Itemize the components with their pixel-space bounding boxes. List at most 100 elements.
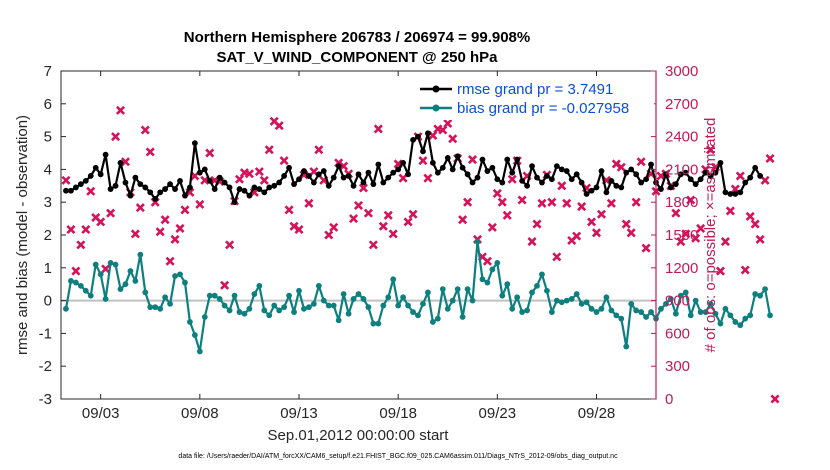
rmse-point [737, 189, 744, 196]
bias-point [434, 315, 441, 322]
bias-point [107, 259, 114, 266]
bias-point [142, 289, 149, 296]
rmse-point [469, 179, 476, 186]
bias-point [727, 312, 734, 319]
bias-point [72, 279, 79, 286]
bias-point [742, 315, 749, 322]
bias-point [315, 282, 322, 289]
rmse-point [72, 184, 79, 191]
obs-marker [220, 280, 230, 290]
rmse-point [152, 196, 159, 202]
rmse-point [588, 187, 595, 194]
bias-point [509, 305, 516, 312]
rmse-point [137, 181, 144, 188]
bias-point [191, 332, 198, 338]
rmse-point [226, 184, 233, 191]
obs-marker [353, 200, 364, 210]
bias-point [256, 282, 263, 289]
rmse-point [127, 192, 134, 199]
rmse-point [722, 189, 729, 196]
obs-marker [200, 175, 210, 185]
bias-point [444, 305, 451, 312]
obs-marker [398, 173, 408, 183]
obs-marker [294, 225, 304, 235]
obs-marker [636, 157, 646, 167]
bias-point [196, 348, 203, 355]
rmse-point [717, 159, 724, 166]
obs-marker [686, 195, 696, 205]
rmse-point [573, 171, 580, 178]
bias-point [206, 292, 213, 299]
bias-point [469, 297, 476, 304]
rmse-point [216, 174, 223, 181]
left-y-tick-label: 1 [44, 260, 52, 277]
rmse-point [405, 171, 411, 178]
bias-point [519, 309, 526, 315]
left-y-tick-label: 6 [44, 96, 52, 113]
rmse-point [558, 166, 565, 173]
rmse-point [429, 159, 436, 166]
rmse-point [167, 181, 173, 188]
obs-marker [304, 198, 314, 208]
bias-point [524, 307, 530, 314]
legend-rmse-marker [432, 85, 440, 93]
left-y-tick-label: 5 [44, 129, 52, 146]
obs-marker [403, 217, 413, 227]
bias-point [598, 305, 605, 312]
right-y-tick-label: 1800 [665, 194, 698, 211]
bias-point [162, 294, 169, 301]
rmse-point [459, 164, 466, 171]
rmse-point [504, 156, 511, 163]
bias-point [286, 292, 292, 299]
bias-point [623, 343, 630, 350]
rmse-point [608, 177, 615, 184]
obs-marker [339, 161, 349, 171]
obs-marker [631, 197, 641, 207]
rmse-point [68, 187, 74, 194]
rmse-point [667, 184, 674, 191]
rmse-point [434, 169, 441, 176]
rmse-point [638, 179, 645, 186]
obs-marker [274, 121, 284, 131]
right-y-tick-label: 600 [665, 325, 690, 342]
x-tick-label: 09/23 [479, 405, 517, 422]
bias-point [747, 312, 754, 319]
bias-point [127, 268, 134, 274]
rmse-point [613, 182, 620, 189]
bias-point [330, 302, 337, 309]
bias-point [182, 279, 188, 286]
bias-point [241, 310, 248, 317]
bias-point [187, 319, 193, 325]
bias-point [112, 261, 119, 268]
obs-marker [740, 265, 750, 275]
rmse-point [707, 173, 714, 179]
legend-bias-label: bias grand pr = -0.027958 [457, 100, 629, 117]
right-y-tick-label: 0 [665, 391, 673, 408]
rmse-point [499, 179, 506, 186]
rmse-point [191, 140, 198, 147]
obs-marker [96, 217, 106, 227]
bias-point [132, 278, 139, 284]
bias-point [722, 305, 729, 312]
rmse-point [286, 164, 292, 171]
bias-series-layer [63, 238, 773, 355]
obs-marker [468, 155, 478, 165]
rmse-point [454, 153, 461, 160]
rmse-point [425, 130, 431, 137]
obs-marker [61, 175, 71, 185]
bias-point [117, 286, 124, 293]
rmse-point [474, 174, 481, 181]
rmse-point [742, 179, 749, 186]
bias-point [385, 294, 392, 301]
bias-point [365, 304, 372, 311]
bias-point [82, 287, 89, 294]
obs-marker [106, 208, 116, 218]
rmse-point [142, 184, 149, 191]
bias-point [548, 309, 555, 315]
obs-marker [408, 209, 418, 219]
rmse-point [196, 169, 203, 176]
rmse-point [539, 179, 545, 186]
data-file-footnote: data file: /Users/raeder/DAI/ATM_forcXX/… [178, 453, 618, 460]
obs-marker [448, 134, 458, 144]
obs-marker [458, 215, 468, 225]
